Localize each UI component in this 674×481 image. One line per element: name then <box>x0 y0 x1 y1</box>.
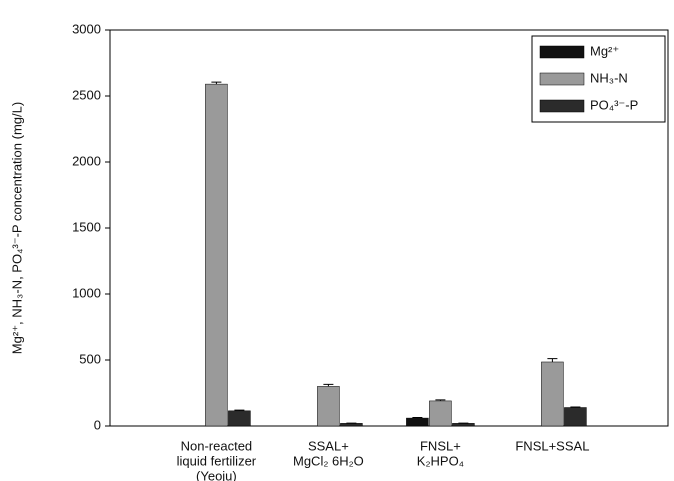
legend-label: PO₄³⁻-P <box>590 97 638 112</box>
x-tick-label: liquid fertilizer <box>177 453 257 468</box>
y-tick-label: 500 <box>79 351 101 366</box>
x-tick-label: SSAL+ <box>308 438 349 453</box>
bar <box>228 410 251 427</box>
bar <box>340 423 363 427</box>
error-bar <box>211 81 222 85</box>
x-tick-label: Non-reacted <box>181 438 253 453</box>
bar <box>429 400 452 427</box>
y-tick-label: 2000 <box>72 153 101 168</box>
x-tick-label: K₂HPO₄ <box>417 453 464 468</box>
legend-swatch <box>539 99 585 113</box>
x-tick-label: FNSL+SSAL <box>515 438 589 453</box>
legend-swatch <box>539 45 585 59</box>
bar <box>406 417 429 427</box>
x-tick-label: FNSL+ <box>420 438 461 453</box>
legend-label: NH₃-N <box>590 70 628 85</box>
bar <box>205 83 228 427</box>
legend-swatch <box>539 72 585 86</box>
bar <box>541 361 564 427</box>
y-tick-label: 0 <box>94 417 101 432</box>
error-bar <box>412 417 423 419</box>
y-tick-label: 1500 <box>72 219 101 234</box>
y-tick-label: 2500 <box>72 87 101 102</box>
error-bar <box>234 409 245 411</box>
bar <box>564 407 587 427</box>
error-bar <box>323 383 334 387</box>
legend-label: Mg²⁺ <box>590 43 619 58</box>
bar <box>317 386 340 427</box>
x-tick-label: MgCl₂ 6H₂O <box>293 453 364 468</box>
y-tick-label: 1000 <box>72 285 101 300</box>
x-tick-label: (Yeoju) <box>196 468 237 481</box>
error-bar <box>570 406 581 408</box>
error-bar <box>547 358 558 362</box>
error-bar <box>435 399 446 401</box>
y-tick-label: 3000 <box>72 21 101 36</box>
bar <box>452 423 475 427</box>
y-axis-label: Mg²⁺, NH₃-N, PO₄³⁻-P concentration (mg/L… <box>9 102 24 354</box>
